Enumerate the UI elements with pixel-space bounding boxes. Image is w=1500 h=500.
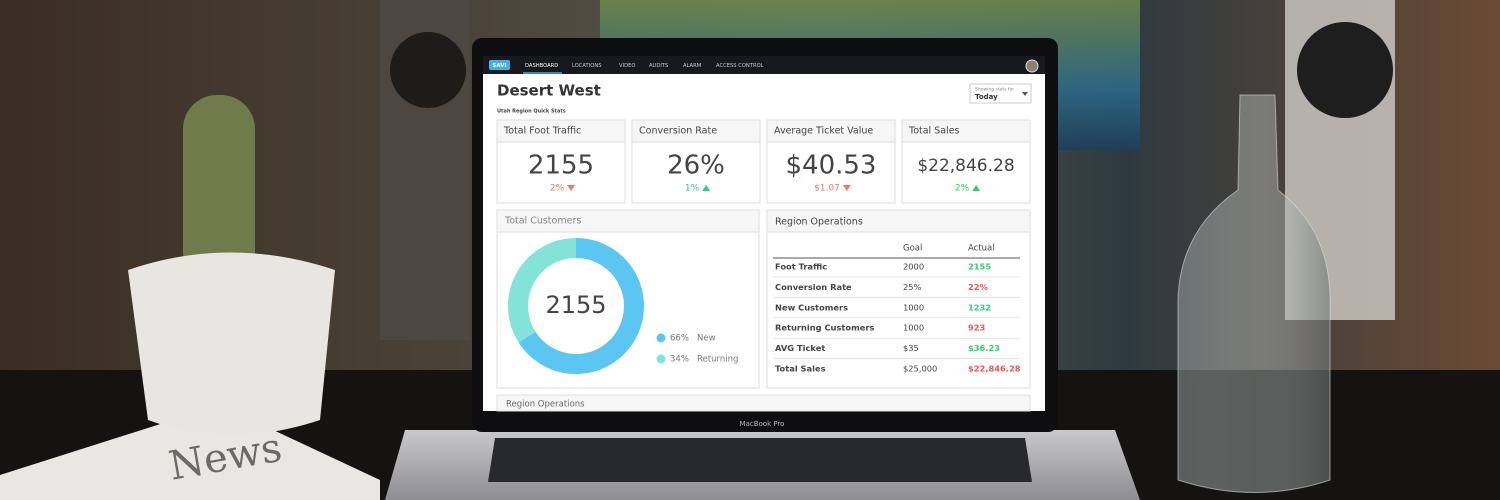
speaker-cone: [1297, 22, 1393, 118]
table-cell: 923: [968, 323, 986, 333]
stat-value: $22,846.28: [917, 156, 1014, 176]
table-cell: AVG Ticket: [775, 343, 825, 353]
nav-item[interactable]: ACCESS CONTROL: [716, 63, 764, 69]
trend-down: [842, 185, 851, 191]
logo[interactable]: [489, 60, 510, 70]
nav-item[interactable]: AUDITS: [649, 63, 668, 69]
stat-value: $40.53: [786, 151, 877, 181]
nav-item[interactable]: ALARM: [683, 63, 701, 69]
speaker-cone: [390, 32, 466, 108]
nav-item[interactable]: VIDEO: [619, 63, 635, 69]
table-cell: Foot Traffic: [775, 262, 827, 272]
avatar[interactable]: [1025, 59, 1039, 73]
table-cell: $25,000: [903, 364, 937, 374]
card-header: [766, 119, 896, 143]
logo-text: SAVI: [492, 63, 506, 69]
card-header: [496, 119, 626, 143]
trend-down: [567, 185, 576, 191]
nav-bar: [483, 56, 1045, 74]
donut-segment: [508, 238, 577, 343]
stat-delta: $1.07: [814, 184, 840, 194]
bottle: [1177, 94, 1331, 493]
newspaper: [0, 405, 380, 500]
keyboard: [488, 438, 1032, 482]
stat-title: Average Ticket Value: [774, 126, 873, 137]
legend-name: Returning: [697, 355, 738, 365]
donut-segment: [518, 238, 644, 374]
card-header: [901, 119, 1031, 143]
trend-up: [972, 185, 981, 191]
range-dropdown[interactable]: [969, 83, 1032, 104]
stat-value: 2155: [528, 151, 594, 181]
table-cell: Returning Customers: [775, 323, 874, 333]
table-cell: Total Sales: [775, 364, 826, 374]
table-cell: $36.23: [968, 343, 1000, 353]
page-subtitle: Utah Region Quick Stats: [497, 109, 566, 115]
stat-delta: 1%: [685, 184, 700, 194]
table-cell: 22%: [968, 282, 989, 292]
donut-total: 2155: [545, 291, 606, 319]
card-title: Total Customers: [504, 216, 581, 227]
table-cell: $22,846.28: [968, 364, 1021, 374]
cactus: [183, 95, 255, 285]
card-title: Region Operations: [775, 217, 863, 228]
stat-delta: 2%: [955, 184, 970, 194]
stat-title: Total Sales: [908, 126, 960, 137]
trend-up: [702, 185, 711, 191]
table-cell: $35: [903, 343, 919, 353]
table-cell: 2000: [903, 262, 924, 272]
footer-card: [496, 394, 1031, 412]
nav-item[interactable]: DASHBOARD: [525, 63, 558, 69]
stat-value: 26%: [667, 151, 725, 181]
legend-name: New: [697, 334, 716, 344]
table-cell: Conversion Rate: [775, 282, 852, 292]
range-value: Today: [975, 93, 998, 101]
table-cell: 1000: [903, 302, 924, 312]
table-cell: 1232: [968, 302, 991, 312]
card-title: Region Operations: [506, 400, 585, 410]
card-header: [631, 119, 761, 143]
laptop-label: MacBook Pro: [740, 420, 785, 428]
dropdown-caret: [1022, 92, 1028, 96]
table-cell: 25%: [903, 282, 922, 292]
table-header: Goal: [903, 244, 922, 254]
nav-item[interactable]: LOCATIONS: [572, 63, 602, 69]
region-card: [766, 209, 1031, 389]
legend-dot: [656, 354, 666, 364]
card-header: [496, 209, 760, 233]
table-cell: New Customers: [775, 302, 848, 312]
stat-title: Conversion Rate: [639, 126, 717, 137]
range-caption: Showing stats for: [975, 87, 1014, 93]
legend-percent: 34%: [670, 355, 689, 365]
legend-dot: [656, 333, 666, 343]
page-title: Desert West: [497, 82, 601, 100]
table-cell: 1000: [903, 323, 924, 333]
card-header: [766, 209, 1031, 233]
table-header: Actual: [968, 244, 995, 254]
legend-percent: 66%: [670, 334, 689, 344]
stat-delta: 2%: [550, 184, 565, 194]
table-cell: 2155: [968, 262, 991, 272]
stat-title: Total Foot Traffic: [503, 126, 581, 137]
plant-pot: [128, 252, 335, 435]
